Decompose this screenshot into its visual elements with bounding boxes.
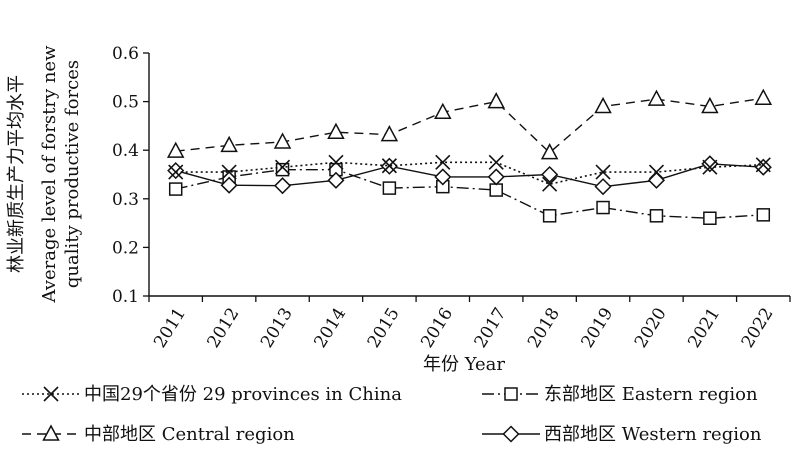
data-point [542, 209, 557, 223]
data-point [434, 102, 452, 120]
data-point [275, 162, 290, 177]
data-point [649, 209, 664, 223]
x-tick-label: 2012 [204, 304, 244, 351]
x-axis-title: 年份 Year [423, 354, 505, 375]
y-tick-label: 0.3 [112, 190, 139, 210]
data-point [380, 125, 399, 142]
x-ticks: 2011 2012 2013 2014 2015 2016 2017 2018 2019 2020… [148, 296, 791, 352]
data-point [594, 96, 612, 114]
data-point [167, 162, 185, 180]
series-diamond [167, 155, 772, 196]
x-tick-label: 2014 [310, 304, 350, 351]
y-tick-label: 0.2 [112, 238, 139, 258]
x-tick-label: 2018 [524, 304, 564, 351]
data-point [541, 165, 559, 184]
legend-label-eastern: 东部地区 Eastern region [544, 384, 758, 405]
series-x-cross [168, 154, 771, 192]
x-tick-label: 2013 [257, 304, 297, 351]
x-tick-label: 2011 [150, 304, 190, 351]
data-point [489, 183, 503, 197]
x-tick-label: 2021 [684, 304, 724, 351]
data-point [542, 176, 558, 192]
data-point [647, 171, 666, 189]
data-point [647, 89, 666, 106]
y-tick-label: 0.1 [112, 287, 139, 307]
legend-symbol-x-cross [22, 386, 80, 402]
legend-label-western: 西部地区 Western region [544, 424, 762, 445]
series-line [175, 168, 764, 219]
data-point [434, 168, 452, 186]
series-line [175, 161, 764, 186]
legend-label-china: 中国29个省份 29 provinces in China [84, 384, 402, 405]
legend-symbol-triangle [22, 424, 80, 441]
data-point [487, 92, 505, 109]
series-triangle [166, 88, 773, 160]
y-axis-title-en-2: quality productive forces [62, 60, 83, 288]
legend: 中国29个省份 29 provinces in China 东部地区 Easte… [22, 384, 762, 445]
legend-marker [42, 424, 60, 441]
y-axis-title-en-1: Average level of forstry new [39, 45, 60, 304]
x-tick-label: 2022 [738, 304, 778, 351]
y-tick-label: 0.5 [112, 93, 139, 113]
data-point [701, 96, 719, 114]
data-point [221, 164, 237, 180]
x-tick-label: 2020 [631, 304, 671, 351]
legend-label-central: 中部地区 Central region [84, 424, 295, 445]
data-point [382, 181, 397, 195]
data-point [327, 171, 345, 189]
data-point [702, 159, 718, 175]
data-point [755, 157, 771, 173]
data-point [168, 164, 184, 180]
data-point [754, 88, 773, 105]
x-tick-label: 2015 [364, 304, 404, 351]
data-point [220, 135, 238, 153]
data-point [701, 155, 719, 173]
legend-item-china: 中国29个省份 29 provinces in China [22, 384, 402, 405]
legend-marker [504, 387, 518, 401]
data-point [274, 159, 291, 175]
data-point [435, 154, 451, 170]
data-point [594, 178, 612, 196]
data-point [754, 158, 772, 176]
series-square [168, 162, 771, 225]
y-tick-label: 0.4 [112, 141, 139, 161]
legend-item-eastern: 东部地区 Eastern region [482, 384, 758, 405]
y-ticks: 0.1 0.2 0.3 0.4 0.5 0.6 [112, 44, 149, 307]
data-point [273, 177, 292, 195]
series-line [175, 97, 764, 154]
data-point [166, 141, 185, 158]
legend-symbol-square [482, 387, 540, 401]
data-point [595, 164, 611, 180]
data-point [220, 176, 238, 194]
legend-item-central: 中部地区 Central region [22, 424, 295, 445]
data-point [596, 200, 610, 215]
data-point [327, 122, 345, 139]
x-tick-label: 2016 [417, 304, 457, 351]
y-axis-title-cn: 林业新质生产力平均水平 [6, 75, 27, 273]
data-point [540, 143, 559, 160]
legend-marker [502, 425, 520, 443]
data-point [648, 164, 665, 180]
legend-symbol-diamond [482, 425, 540, 443]
data-point [168, 182, 183, 196]
data-point [381, 158, 397, 174]
data-point [488, 154, 504, 170]
legend-item-western: 西部地区 Western region [482, 424, 762, 445]
data-point [487, 168, 505, 186]
x-tick-label: 2019 [577, 304, 617, 351]
x-tick-label: 2017 [471, 304, 511, 351]
series-line [175, 163, 764, 188]
data-point [703, 211, 717, 225]
series-layer [166, 88, 773, 225]
legend-marker [43, 386, 59, 402]
data-point [273, 132, 292, 149]
data-point [756, 208, 771, 222]
y-tick-label: 0.6 [112, 44, 139, 64]
data-point [328, 154, 344, 170]
